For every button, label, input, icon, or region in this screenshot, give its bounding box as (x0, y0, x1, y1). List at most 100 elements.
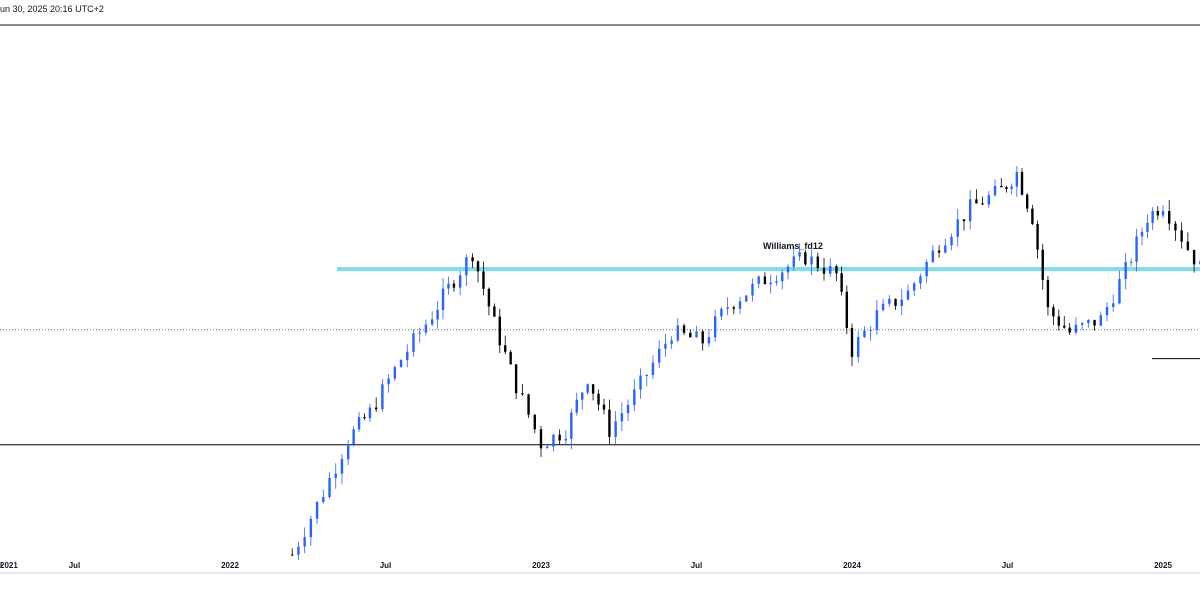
candle (950, 233, 953, 251)
candle-body (881, 303, 885, 311)
candle (1025, 193, 1029, 213)
candle-body (498, 316, 501, 346)
candle (620, 402, 624, 432)
candle (608, 399, 611, 445)
candle-body (845, 291, 849, 328)
chart-timestamp: un 30, 2025 20:16 UTC+2 (0, 4, 104, 14)
candle (869, 325, 872, 341)
candle-body (1025, 194, 1029, 209)
candle-body (786, 266, 790, 273)
candle (1180, 222, 1183, 249)
x-tick-label: Jul (69, 561, 81, 570)
candle-body (645, 374, 648, 376)
candle (829, 258, 832, 277)
candle (357, 412, 361, 432)
candle-body (509, 351, 512, 365)
candle-body (381, 384, 384, 410)
candle (1192, 249, 1196, 273)
candle-body (458, 275, 462, 288)
candle-body (597, 393, 600, 405)
candle (471, 253, 474, 268)
candle (937, 245, 941, 258)
candle-body (527, 394, 530, 415)
candle-body (436, 309, 439, 320)
candle (993, 179, 997, 197)
candle-body (514, 364, 518, 394)
candle (900, 288, 903, 315)
candle (363, 413, 366, 420)
x-tick-label: 2021 (0, 561, 18, 570)
candle (763, 272, 767, 285)
candle-body (374, 407, 378, 410)
candle (504, 335, 507, 355)
candle-body (539, 429, 543, 449)
candle (845, 285, 849, 335)
x-tick-label: 2023 (532, 561, 550, 570)
candle-body (476, 261, 480, 272)
candle (798, 243, 801, 262)
candle-body (875, 310, 879, 330)
candle-body (309, 518, 313, 538)
candle-body (1140, 231, 1144, 237)
candle (689, 329, 692, 338)
candle-body (676, 325, 680, 341)
candle-body (745, 295, 748, 302)
candle-body (869, 329, 872, 331)
candle (931, 245, 935, 264)
candle (493, 303, 496, 317)
candle-body (1161, 210, 1165, 216)
candle (913, 281, 916, 296)
candle-body (1156, 210, 1160, 216)
candle (875, 299, 879, 335)
candle-body (1129, 261, 1133, 263)
candle (1161, 205, 1165, 219)
candle-body (894, 298, 897, 306)
candle-body (975, 199, 978, 204)
candle (546, 444, 549, 449)
candle-body (387, 378, 390, 385)
candle (919, 273, 922, 290)
candle-body (1124, 262, 1127, 279)
candle-body (352, 429, 355, 445)
candle (781, 269, 784, 290)
candle-body (987, 195, 991, 205)
candle (303, 527, 306, 554)
candle-body (757, 276, 760, 284)
candle (786, 264, 790, 280)
candle (975, 189, 978, 204)
candle-body (863, 330, 866, 338)
candle-body (357, 417, 361, 430)
candle-body (418, 332, 421, 334)
candle-body (521, 393, 524, 395)
candle-body (626, 405, 630, 414)
candle-body (689, 332, 692, 338)
candle-body (291, 554, 294, 556)
candle-body (900, 299, 903, 306)
candle (309, 515, 313, 546)
candle (315, 501, 319, 525)
candle-body (1087, 319, 1090, 324)
candle (676, 318, 680, 343)
candle-body (465, 257, 468, 276)
candle (498, 308, 501, 354)
candle-body (1000, 185, 1003, 188)
candle-body (664, 343, 667, 349)
candle-body (493, 306, 496, 317)
candle-body (363, 417, 366, 419)
candle (368, 403, 372, 423)
candle-body (993, 185, 997, 196)
x-tick-label: Jul (691, 561, 703, 570)
candle-body (670, 340, 673, 344)
candle (1186, 232, 1190, 252)
candle (664, 334, 667, 357)
candle-body (850, 327, 854, 357)
candle-body (406, 351, 409, 361)
candle (328, 472, 331, 499)
candle (751, 278, 754, 302)
candle (436, 301, 439, 329)
candle-body (937, 250, 941, 253)
candle (465, 254, 468, 286)
candle-body (614, 421, 617, 437)
candle-body (835, 266, 838, 274)
